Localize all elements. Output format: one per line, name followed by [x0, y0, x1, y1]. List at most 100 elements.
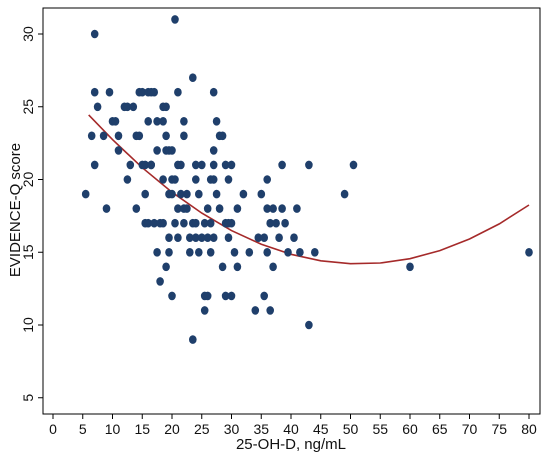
data-point — [305, 320, 313, 330]
y-axis-title: EVIDENCE-Q score — [7, 143, 24, 277]
data-point — [99, 131, 108, 141]
data-point — [290, 233, 298, 242]
data-point — [192, 218, 200, 228]
data-point — [251, 306, 260, 315]
data-point — [260, 233, 269, 242]
data-point — [209, 160, 218, 170]
data-point — [200, 306, 209, 315]
data-point — [203, 233, 212, 242]
data-point — [227, 291, 236, 301]
data-point — [206, 218, 215, 228]
data-point — [200, 218, 209, 228]
data-point — [156, 277, 164, 286]
data-point — [177, 160, 185, 170]
data-point — [245, 248, 254, 257]
x-axis-title: 25-OH-D, ng/mL — [236, 436, 346, 453]
data-point — [189, 73, 197, 82]
data-point — [260, 291, 269, 301]
y-tick-label: 25 — [20, 99, 36, 115]
data-point — [311, 248, 319, 257]
data-point — [272, 218, 280, 228]
data-point — [90, 160, 99, 170]
data-point — [266, 218, 275, 228]
data-point — [212, 189, 221, 199]
data-point — [278, 204, 286, 213]
data-point — [165, 233, 173, 242]
data-point — [159, 175, 167, 184]
data-point — [227, 218, 236, 228]
x-tick-label: 20 — [164, 421, 180, 437]
data-point — [209, 87, 218, 97]
data-point — [212, 117, 221, 126]
data-point — [180, 218, 188, 228]
y-axis-ticks: 5 10 15 20 25 30 — [20, 26, 43, 402]
data-point — [254, 233, 263, 242]
data-point — [186, 248, 194, 257]
data-point — [171, 175, 179, 184]
data-point — [209, 233, 218, 242]
x-tick-label: 75 — [491, 421, 507, 437]
data-point — [269, 204, 277, 213]
data-point — [150, 87, 158, 97]
data-point — [123, 102, 132, 112]
y-tick-label: 30 — [20, 26, 36, 42]
x-tick-label: 60 — [402, 421, 418, 437]
data-point — [132, 204, 141, 213]
data-point — [525, 248, 533, 257]
data-point — [168, 189, 176, 199]
data-point — [141, 189, 149, 199]
data-point — [153, 117, 161, 126]
data-point — [174, 233, 182, 242]
x-tick-label: 5 — [79, 421, 87, 437]
x-tick-label: 45 — [313, 421, 329, 437]
x-tick-label: 55 — [372, 421, 388, 437]
data-point — [162, 131, 170, 141]
data-point — [90, 87, 99, 97]
data-point — [263, 248, 272, 257]
data-point — [81, 189, 90, 199]
data-point — [174, 204, 182, 213]
x-tick-label: 25 — [194, 421, 210, 437]
data-point — [114, 131, 123, 141]
data-point — [171, 15, 179, 24]
y-tick-label: 5 — [20, 394, 36, 402]
data-point — [221, 160, 230, 170]
data-point — [406, 262, 414, 272]
data-point — [186, 233, 194, 242]
x-tick-label: 30 — [224, 421, 240, 437]
data-point — [195, 189, 203, 199]
data-point — [105, 87, 114, 97]
data-point — [221, 291, 230, 301]
data-point — [144, 117, 152, 126]
data-point — [233, 204, 242, 213]
data-point — [293, 204, 301, 213]
plot-frame — [42, 7, 541, 415]
x-tick-label: 65 — [432, 421, 448, 437]
data-point — [168, 291, 176, 301]
data-point — [93, 102, 102, 112]
data-point — [162, 102, 170, 112]
data-point — [90, 29, 99, 39]
data-point — [153, 146, 161, 155]
y-tick-label: 10 — [20, 317, 36, 333]
data-point — [281, 218, 289, 228]
data-point — [257, 189, 266, 199]
data-point — [192, 175, 200, 184]
data-point — [198, 160, 206, 170]
data-point — [233, 262, 242, 272]
data-point — [129, 102, 138, 112]
x-tick-label: 70 — [462, 421, 478, 437]
x-axis-ticks: 0 5 10 15 20 25 30 35 40 45 50 55 60 65 70 75 80 — [49, 414, 537, 437]
x-tick-label: 0 — [49, 421, 57, 437]
data-point — [183, 189, 191, 199]
data-point — [162, 262, 170, 272]
data-point — [349, 160, 358, 170]
x-tick-label: 50 — [343, 421, 359, 437]
data-point — [165, 248, 173, 257]
data-point — [159, 218, 167, 228]
data-point — [209, 146, 218, 155]
data-point — [102, 204, 111, 213]
x-tick-label: 35 — [253, 421, 269, 437]
data-point — [123, 175, 132, 184]
